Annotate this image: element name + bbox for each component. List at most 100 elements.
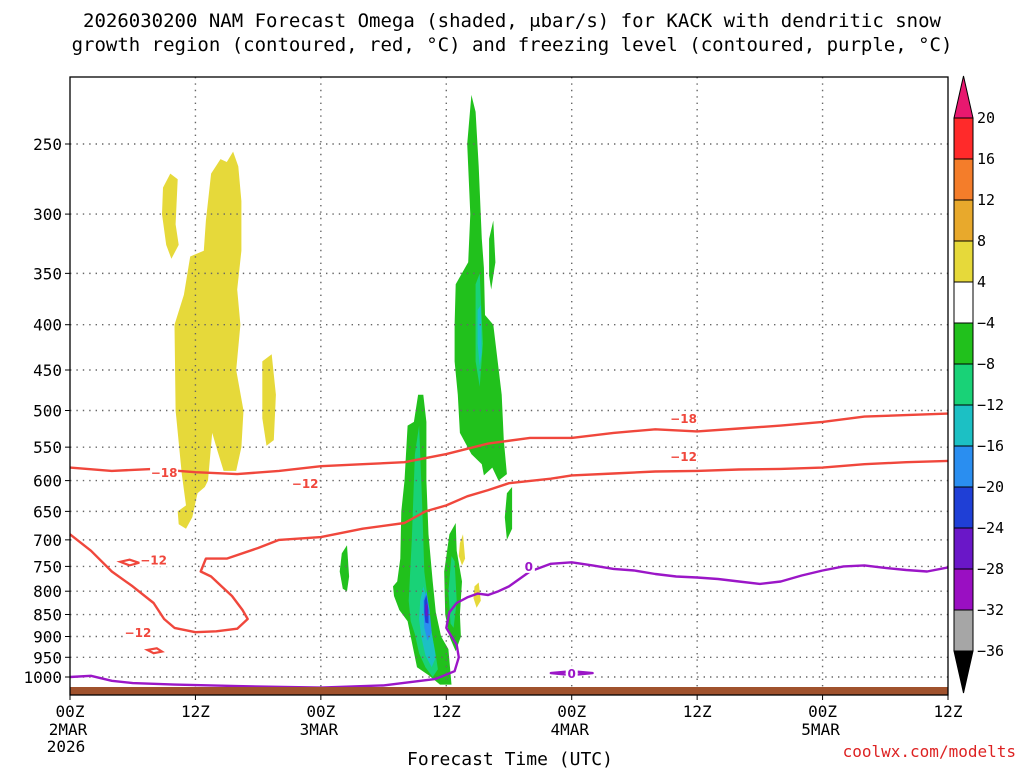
temp-contour-label-0: −18 [151, 466, 178, 480]
colorbar-tick-label-5: −4 [977, 314, 995, 332]
chart-title-line-2: growth region (contoured, red, °C) and f… [72, 34, 953, 56]
colorbar-tick-label-9: −20 [977, 478, 1004, 496]
x-tick-label-2: 00Z [306, 702, 335, 721]
x-tick-label-4: 00Z [557, 702, 586, 721]
colorbar-tick-label-4: 4 [977, 273, 986, 291]
y-tick-label-13: 900 [33, 627, 62, 646]
colorbar-segment-8 [953, 445, 974, 488]
omega-region-6 [489, 220, 496, 290]
x-tick-label-3: 12Z [432, 702, 461, 721]
temp-contour-label-4-bg [669, 449, 698, 464]
colorbar-tick-label-7: −12 [977, 396, 1004, 414]
y-tick-label-14: 950 [33, 648, 62, 667]
colorbar-segment-12 [953, 609, 974, 652]
y-tick-label-0: 250 [33, 135, 62, 154]
colorbar-tick-label-2: 12 [977, 191, 995, 209]
colorbar-tick-label-11: −28 [977, 560, 1004, 578]
temp-contour-label-2: −12 [125, 626, 152, 640]
colorbar-tick-label-12: −32 [977, 601, 1004, 619]
y-tick-label-6: 550 [33, 438, 62, 457]
x-tick-label-6: 00Z [808, 702, 837, 721]
omega-region-3 [458, 534, 466, 566]
temp-contour-label-3-bg [139, 552, 168, 567]
y-tick-label-3: 400 [33, 316, 62, 335]
x-tick-label-5: 12Z [683, 702, 712, 721]
y-tick-label-9: 700 [33, 531, 62, 550]
temp-contour-label-0-bg [150, 465, 179, 480]
y-tick-label-5: 500 [33, 402, 62, 421]
freezing-level-1 [549, 670, 594, 677]
colorbar-segment-3 [953, 240, 974, 283]
freezing-level-0 [69, 561, 949, 689]
y-tick-label-10: 750 [33, 557, 62, 576]
x-tick-date-0: 2MAR [49, 720, 88, 739]
x-tick-date-2: 3MAR [300, 720, 339, 739]
colorbar-segment-9 [953, 486, 974, 529]
omega-region-15 [477, 305, 482, 366]
y-tick-label-11: 800 [33, 582, 62, 601]
colorbar-tick-label-10: −24 [977, 519, 1004, 537]
omega-region-5 [454, 94, 507, 481]
plot-area: −18 −12 −12 −12 −12 −18 0 0 [69, 76, 949, 696]
omega-region-18 [425, 603, 428, 617]
y-tick-label-1: 300 [33, 205, 62, 224]
terrain-strip [70, 687, 948, 695]
temp-contour-1 [69, 459, 949, 634]
x-axis-label: Forecast Time (UTC) [407, 749, 613, 768]
plot-frame [69, 76, 949, 696]
colorbar: 20 16 12 8 4 −4 −8 −12 −16 −20 −24 −28 −32 −36 [953, 75, 1004, 694]
freezing-level-label-1-bg [565, 666, 578, 681]
y-tick-label-4: 450 [33, 361, 62, 380]
x-tick-label-0: 00Z [56, 702, 85, 721]
freezing-level-label-0: 0 [525, 560, 533, 574]
y-tick-label-8: 650 [33, 502, 62, 521]
colorbar-tick-label-0: 20 [977, 109, 995, 127]
colorbar-bottom-arrow [953, 650, 974, 694]
colorbar-tick-label-13: −36 [977, 642, 1004, 660]
y-tick-label-2: 350 [33, 264, 62, 283]
x-tick-year-0: 2026 [47, 737, 86, 756]
omega-region-1 [174, 151, 244, 529]
chart-title-line-1: 2026030200 NAM Forecast Omega (shaded, μ… [83, 10, 941, 32]
colorbar-segment-10 [953, 527, 974, 570]
omega-region-8 [339, 545, 350, 592]
temp-contour-closed-1 [143, 647, 165, 655]
colorbar-segment-2 [953, 199, 974, 242]
x-tick-label-7: 12Z [934, 702, 963, 721]
chart-title: 2026030200 NAM Forecast Omega (shaded, μ… [72, 10, 953, 56]
freezing-level-label-1: 0 [568, 667, 576, 681]
temp-contour-label-2-bg [123, 625, 152, 640]
colorbar-segment-7 [953, 404, 974, 447]
omega-region-0 [162, 173, 179, 259]
temp-contour-label-3: −12 [140, 554, 167, 568]
temp-contour-closed-0 [116, 558, 143, 567]
temp-contour-label-5-bg [669, 411, 698, 426]
colorbar-top-arrow [953, 75, 974, 119]
y-tick-label-12: 850 [33, 606, 62, 625]
temp-contour-label-1-bg [291, 476, 320, 491]
omega-region-7 [504, 487, 513, 540]
x-tick-date-6: 5MAR [801, 720, 840, 739]
colorbar-tick-label-3: 8 [977, 232, 986, 250]
x-tick-date-4: 4MAR [550, 720, 589, 739]
colorbar-segment-5 [953, 322, 974, 365]
x-tick-label-1: 12Z [181, 702, 210, 721]
colorbar-segment-4 [953, 281, 974, 324]
freezing-level-label-0-bg [522, 558, 535, 573]
temp-contour-label-1: −12 [292, 477, 319, 491]
colorbar-segment-0 [953, 117, 974, 160]
colorbar-tick-label-1: 16 [977, 150, 995, 168]
colorbar-segment-1 [953, 158, 974, 201]
temp-contour-label-5: −18 [670, 412, 697, 426]
y-tick-label-15: 1000 [23, 668, 62, 687]
colorbar-segment-11 [953, 568, 974, 611]
y-axis: 250 300 350 400 450 500 550 600 650 700 750 800 850 9… [23, 135, 70, 687]
colorbar-tick-label-8: −16 [977, 437, 1004, 455]
credit-label: coolwx.com/modelts [843, 742, 1016, 761]
temp-contour-label-4: −12 [670, 450, 697, 464]
omega-region-4 [473, 582, 481, 608]
colorbar-tick-label-6: −8 [977, 355, 995, 373]
colorbar-segment-6 [953, 363, 974, 406]
